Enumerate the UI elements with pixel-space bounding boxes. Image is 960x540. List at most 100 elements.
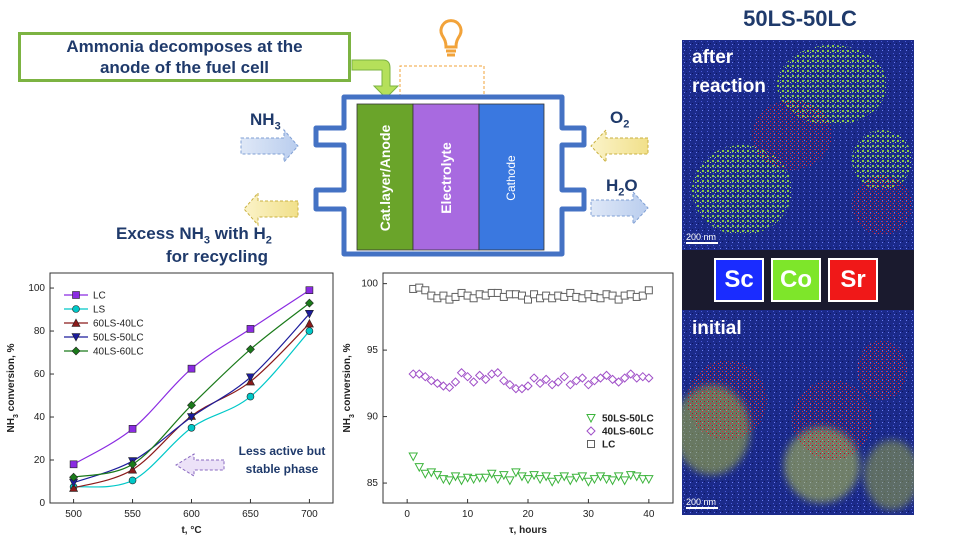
y-axis-label: NH3 conversion, %	[6, 343, 20, 432]
data-point	[638, 291, 647, 300]
y-tick-label: 80	[34, 326, 46, 337]
data-point	[187, 413, 196, 422]
data-point	[486, 469, 497, 479]
data-point	[607, 476, 618, 486]
data-point	[613, 377, 624, 387]
y-axis-label: NH3 conversion, %	[342, 343, 356, 432]
legend-marker	[71, 346, 81, 356]
conversion-vs-time-chart: 0 10 20 30 40 85 90 95 100 τ, hours NH3 conversion…	[342, 272, 674, 536]
annotation-line-1: Less active but	[239, 444, 326, 458]
data-point	[426, 375, 437, 386]
series-40LS-60LC	[408, 368, 654, 394]
x-tick-label: 40	[643, 509, 655, 520]
data-point	[305, 327, 314, 335]
data-point	[559, 371, 569, 382]
data-point	[444, 476, 455, 486]
data-point	[565, 379, 575, 390]
excess-nh3-label: Excess NH3 with H2	[116, 224, 272, 247]
y-tick-label: 20	[34, 455, 46, 466]
data-point	[246, 344, 255, 354]
legend-marker	[72, 291, 80, 299]
legend-label: LC	[93, 291, 106, 302]
series-LC	[409, 283, 653, 304]
recycling-label: for recycling	[166, 247, 269, 266]
data-point	[524, 295, 532, 304]
data-point	[541, 374, 551, 385]
y-tick-label: 95	[367, 345, 379, 356]
micrograph-after-reaction: after reaction 200 nm	[682, 40, 914, 250]
series-line	[73, 289, 310, 465]
data-point	[499, 375, 509, 386]
data-point	[468, 475, 479, 485]
legend-label: 60LS-40LC	[93, 319, 144, 330]
data-point	[468, 377, 479, 387]
o2-in-arrow	[590, 128, 649, 164]
x-axis-label: t, °C	[181, 525, 201, 536]
callout-arrow	[351, 59, 400, 99]
data-point	[626, 369, 636, 379]
data-point	[438, 381, 449, 391]
fuel-cell-diagram: Cat.layer/Anode Electrolyte Cathode	[240, 19, 649, 257]
data-point	[529, 373, 539, 383]
data-point	[595, 472, 606, 482]
data-point	[432, 378, 443, 389]
data-point	[619, 373, 630, 383]
data-point	[535, 475, 545, 485]
x-tick-label: 0	[404, 509, 410, 520]
data-point	[69, 460, 78, 469]
data-point	[535, 378, 545, 389]
x-tick-label: 700	[301, 509, 318, 520]
data-point	[128, 465, 138, 474]
sample-title: 50LS-50LC	[743, 6, 857, 31]
y-tick-label: 100	[361, 279, 378, 290]
data-point	[631, 472, 642, 482]
y-tick-label: 100	[28, 283, 45, 294]
series-LC	[69, 286, 314, 469]
data-point	[565, 476, 576, 486]
x-axis-label: τ, hours	[509, 525, 547, 536]
circuit-wire	[399, 65, 485, 97]
data-point	[462, 371, 473, 382]
data-point	[553, 377, 563, 387]
data-point	[246, 392, 255, 401]
legend-marker	[71, 318, 81, 327]
data-point	[187, 423, 196, 432]
legend-label: LS	[93, 305, 106, 316]
legend-marker	[586, 414, 596, 424]
data-point	[408, 452, 419, 462]
data-point	[517, 472, 527, 482]
data-point	[541, 472, 551, 482]
data-point	[589, 475, 600, 485]
annotation-arrow	[175, 453, 225, 477]
y-tick-label: 85	[367, 478, 379, 489]
data-point	[577, 472, 588, 482]
data-point	[456, 368, 467, 378]
element-co: Co	[771, 258, 821, 302]
data-point	[523, 475, 533, 485]
data-point	[492, 475, 503, 485]
h2o-out-arrow	[590, 190, 649, 226]
legend-marker	[586, 426, 596, 436]
legend-label: 50LS-50LC	[602, 414, 654, 425]
legend-label: 40LS-60LC	[602, 427, 654, 438]
nh3-in-label: NH3	[250, 110, 281, 133]
light-bulb-icon	[439, 19, 463, 57]
data-point	[577, 373, 588, 383]
conversion-vs-temperature-chart: 500 550 600 650 700 0 20 40 60 80 100 t, °C NH3 conv…	[6, 272, 334, 536]
legend-label: 50LS-50LC	[93, 333, 144, 344]
data-point	[426, 468, 437, 478]
cathode-layer	[478, 103, 545, 251]
data-point	[523, 381, 533, 391]
element-sr: Sr	[828, 258, 878, 302]
o2-label: O2	[610, 108, 630, 131]
anode-layer	[356, 103, 414, 251]
data-point	[420, 371, 430, 382]
data-point	[128, 476, 137, 485]
data-point	[498, 471, 509, 481]
data-point	[637, 475, 648, 485]
data-point	[450, 377, 461, 387]
initial-label: initial	[692, 318, 742, 339]
data-point	[187, 364, 196, 373]
y-tick-label: 0	[39, 498, 45, 509]
after-label-1: after	[692, 47, 734, 68]
